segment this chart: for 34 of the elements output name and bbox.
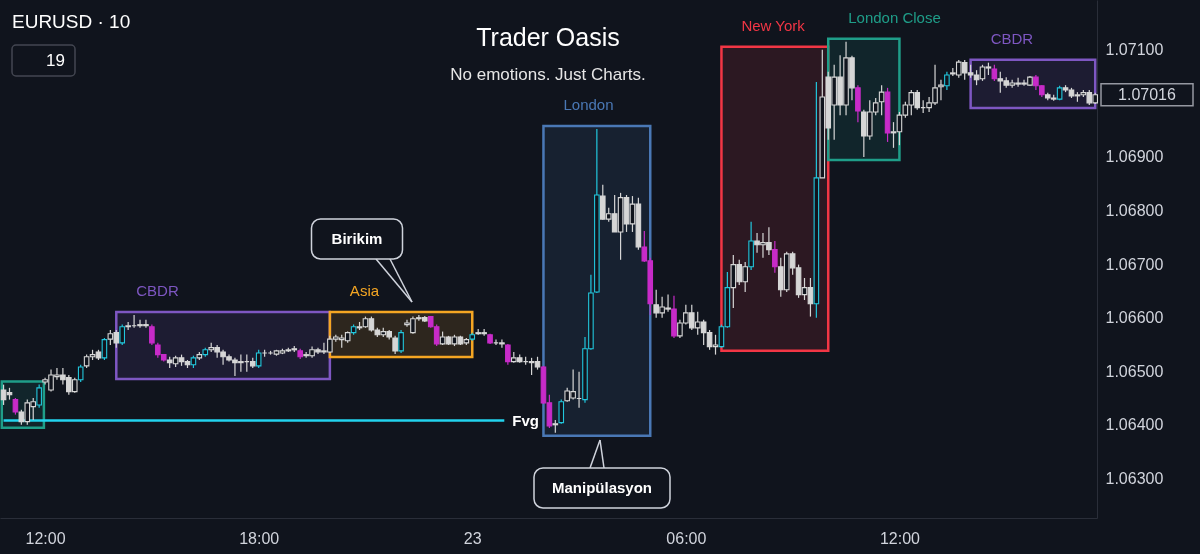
x-tick-label: 12:00 xyxy=(25,529,66,547)
band-label: CBDR xyxy=(990,29,1034,47)
annotation: EURUSD · 10 xyxy=(12,11,131,32)
band-label: London xyxy=(563,96,614,114)
y-tick-label: 1.06400 xyxy=(1105,416,1164,434)
annotation: Birikim xyxy=(331,230,383,247)
band-label: New York xyxy=(741,16,806,34)
x-tick-label: 18:00 xyxy=(239,529,280,547)
y-tick-label: 1.06800 xyxy=(1105,202,1164,220)
x-tick-label: 12:00 xyxy=(879,529,921,547)
x-tick-label: 23 xyxy=(463,529,482,547)
text: Trader Oasis xyxy=(476,23,620,51)
y-tick-label: 1.06300 xyxy=(1105,469,1164,487)
band-label: CBDR xyxy=(136,281,179,299)
candlestick xyxy=(255,349,262,369)
series-label: Fvg xyxy=(512,411,539,429)
x-tick-label: 06:00 xyxy=(666,529,707,547)
annotation: 19 xyxy=(46,51,65,70)
candlestick xyxy=(878,84,885,116)
y-tick-label: 1.07100 xyxy=(1105,41,1164,59)
y-tick-label: 1.06700 xyxy=(1105,255,1164,273)
candlestick xyxy=(398,329,404,354)
y-tick-label: 1.06600 xyxy=(1105,309,1164,327)
candlestick xyxy=(558,399,565,425)
annotation: Manipülasyon xyxy=(551,479,653,496)
candlestick xyxy=(149,324,155,346)
candlestick xyxy=(772,240,778,274)
y-tick-label: 1.06900 xyxy=(1105,148,1164,166)
y-tick-label: 1.06500 xyxy=(1105,362,1164,380)
band-label: Asia xyxy=(349,281,380,299)
band-label: London Close xyxy=(848,8,941,26)
annotation: 1.07016 xyxy=(1118,85,1177,103)
candlestick xyxy=(855,84,861,123)
text: No emotions. Just Charts. xyxy=(450,65,646,84)
